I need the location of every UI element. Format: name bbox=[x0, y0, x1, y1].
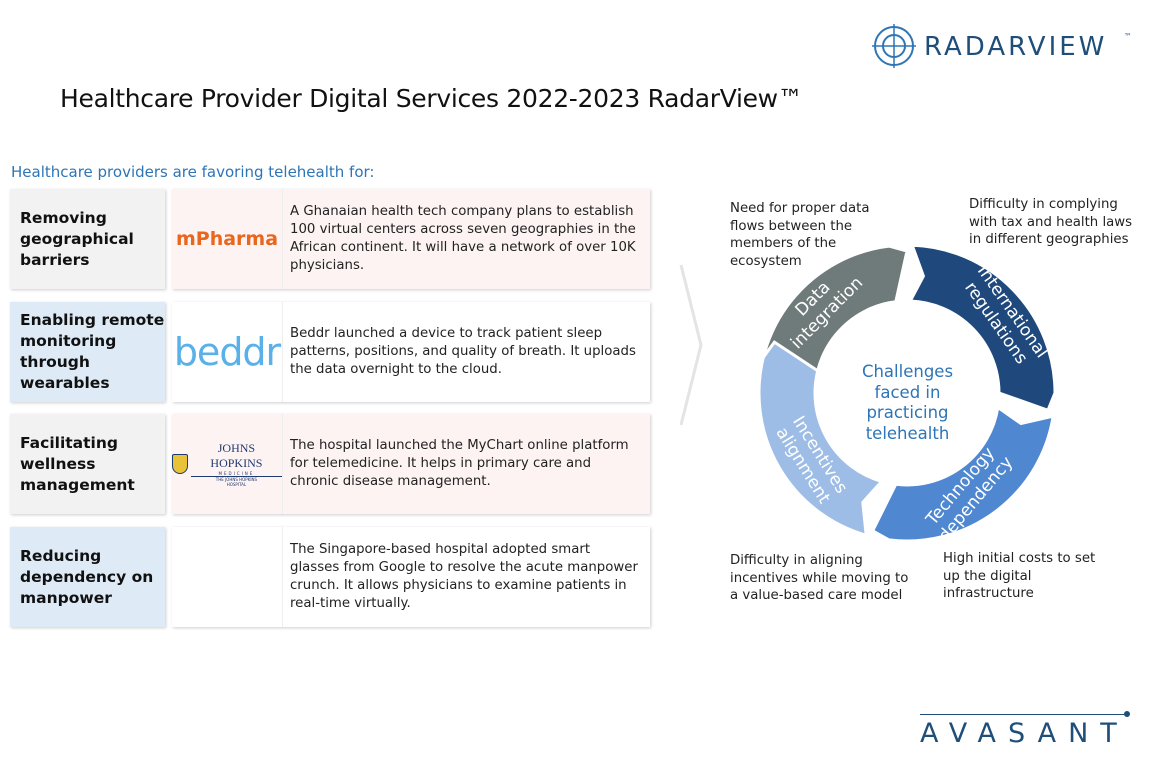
row-description: The hospital launched the MyChart online… bbox=[290, 438, 629, 489]
row-label: Reducing dependency on manpower bbox=[10, 527, 165, 627]
johns-hopkins-logo: JOHNS HOPKINS MEDICINE THE JOHNS HOPKINS H… bbox=[172, 441, 282, 487]
use-case-row: Facilitating wellness management JOHNS H… bbox=[10, 414, 650, 514]
trademark: ™ bbox=[1124, 32, 1132, 41]
row-card bbox=[172, 189, 650, 289]
cycle-segment bbox=[907, 243, 1057, 413]
note-incentives-alignment: Difficulty in aligning incentives while … bbox=[730, 553, 909, 603]
cycle-segment bbox=[757, 340, 885, 538]
section-subtitle: Healthcare providers are favoring telehe… bbox=[11, 163, 375, 181]
avasant-wordmark: AVASANT bbox=[920, 718, 1129, 749]
chevron-divider bbox=[679, 264, 703, 426]
logo-sub: MEDICINE bbox=[190, 471, 282, 477]
beddr-logo: beddr bbox=[173, 330, 281, 374]
row-description: A Ghanaian health tech company plans to … bbox=[290, 204, 636, 273]
row-description: Beddr launched a device to track patient… bbox=[290, 326, 636, 377]
use-case-row: Removing geographical barriers mPharma A… bbox=[10, 189, 650, 289]
radar-icon bbox=[872, 24, 916, 68]
row-label: Removing geographical barriers bbox=[10, 189, 165, 289]
shield-icon bbox=[172, 454, 188, 474]
challenges-cycle: Dataintegration InternationalregulationsT… bbox=[757, 243, 1057, 546]
row-description: The Singapore-based hospital adopted sma… bbox=[290, 542, 638, 611]
logo-text: JOHNS HOPKINS bbox=[210, 441, 263, 470]
mpharma-logo: mPharma bbox=[175, 228, 279, 250]
row-card bbox=[172, 302, 650, 402]
use-case-row: Reducing dependency on manpower The Sing… bbox=[10, 527, 650, 627]
note-international-regulations: Difficulty in complying with tax and hea… bbox=[969, 197, 1133, 247]
note-technology-dependency: High initial costs to set up the digital… bbox=[943, 551, 1096, 601]
cycle-center-label: Challenges faced in practicing telehealt… bbox=[861, 362, 954, 443]
row-logo bbox=[172, 527, 282, 627]
row-card bbox=[172, 414, 650, 514]
row-logo: beddr bbox=[172, 302, 282, 402]
logo-sub2: THE JOHNS HOPKINS HOSPITAL bbox=[215, 477, 258, 487]
row-card bbox=[172, 527, 650, 627]
row-logo: mPharma bbox=[172, 189, 282, 289]
use-case-row: Enabling remote monitoring through weara… bbox=[10, 302, 650, 402]
cycle-segment bbox=[870, 404, 1056, 543]
radarview-wordmark: RADARVIEW bbox=[924, 32, 1108, 62]
note-data-integration: Need for proper data flows between the m… bbox=[730, 201, 870, 269]
row-logo: JOHNS HOPKINS MEDICINE THE JOHNS HOPKINS H… bbox=[172, 414, 282, 514]
page-title: Healthcare Provider Digital Services 202… bbox=[60, 84, 803, 113]
row-label: Enabling remote monitoring through weara… bbox=[10, 302, 165, 402]
row-label: Facilitating wellness management bbox=[10, 414, 165, 514]
